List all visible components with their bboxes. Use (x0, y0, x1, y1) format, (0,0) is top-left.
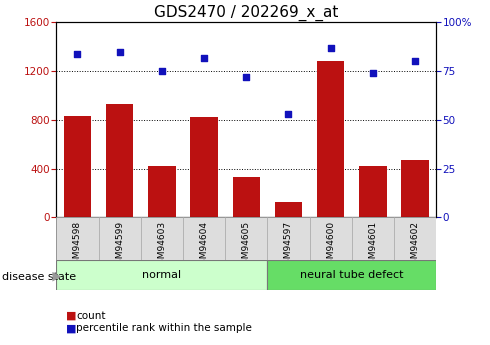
Point (242, 74, 250, 80)
Bar (106, 104, 133, 217)
Text: GSM94603: GSM94603 (157, 221, 166, 270)
Bar (359, 166, 387, 217)
Bar (141, 217, 183, 260)
Bar (317, 61, 344, 217)
Point (74, 51, 81, 56)
Bar (225, 217, 268, 260)
Bar (352, 217, 394, 260)
Bar (268, 260, 436, 290)
Text: GSM94602: GSM94602 (411, 221, 419, 270)
Text: GSM94605: GSM94605 (242, 221, 251, 270)
Bar (268, 217, 310, 260)
Bar (190, 117, 218, 217)
Text: GSM94599: GSM94599 (115, 221, 124, 270)
Bar (64, 116, 91, 217)
Point (116, 49, 123, 55)
Bar (98, 217, 141, 260)
Point (200, 55, 208, 60)
Point (369, 70, 377, 76)
Bar (56, 217, 98, 260)
Text: ■: ■ (66, 324, 76, 333)
Text: GSM94598: GSM94598 (73, 221, 82, 270)
Bar (310, 217, 352, 260)
Text: GSM94601: GSM94601 (368, 221, 377, 270)
Bar (56, 260, 268, 290)
Text: neural tube defect: neural tube defect (300, 270, 403, 280)
Bar (401, 160, 429, 217)
Point (411, 59, 419, 64)
Bar (148, 166, 175, 217)
Text: GSM94597: GSM94597 (284, 221, 293, 270)
Point (327, 45, 335, 50)
Point (285, 111, 293, 117)
Text: ■: ■ (66, 311, 76, 321)
Text: normal: normal (142, 270, 181, 280)
Text: disease state: disease state (2, 272, 76, 282)
Point (158, 68, 166, 74)
Title: GDS2470 / 202269_x_at: GDS2470 / 202269_x_at (154, 5, 339, 21)
Bar (233, 177, 260, 217)
Text: count: count (76, 311, 105, 321)
Bar (275, 201, 302, 217)
Bar (183, 217, 225, 260)
Bar (394, 217, 436, 260)
Polygon shape (52, 272, 61, 282)
Text: GSM94600: GSM94600 (326, 221, 335, 270)
Text: GSM94604: GSM94604 (199, 221, 209, 270)
Text: percentile rank within the sample: percentile rank within the sample (76, 324, 252, 333)
